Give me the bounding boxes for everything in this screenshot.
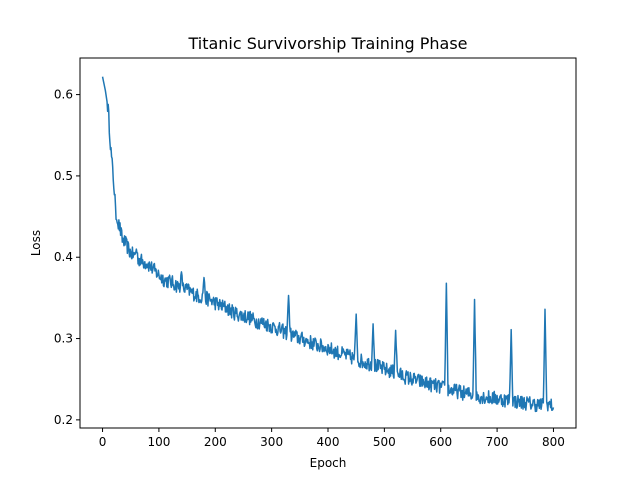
y-tick-label: 0.4 <box>54 250 73 264</box>
x-tick-label: 200 <box>204 435 227 449</box>
chart-title: Titanic Survivorship Training Phase <box>187 34 467 53</box>
y-axis-label: Loss <box>29 230 43 256</box>
loss-series-line <box>101 76 555 413</box>
x-tick-label: 0 <box>99 435 107 449</box>
series-layer <box>101 76 555 413</box>
y-tick-label: 0.2 <box>54 413 73 427</box>
y-tick-label: 0.6 <box>54 88 73 102</box>
x-tick-label: 600 <box>429 435 452 449</box>
x-tick-label: 100 <box>147 435 170 449</box>
x-tick-label: 700 <box>486 435 509 449</box>
x-tick-label: 400 <box>317 435 340 449</box>
plot-frame <box>79 57 577 429</box>
plot-area <box>79 57 577 429</box>
x-tick-label: 500 <box>373 435 396 449</box>
y-tick-label: 0.5 <box>54 169 73 183</box>
y-tick-label: 0.3 <box>54 332 73 346</box>
x-axis-label: Epoch <box>310 456 347 470</box>
x-tick-label: 300 <box>260 435 283 449</box>
x-tick-label: 800 <box>542 435 565 449</box>
ticks-layer: 0 100 200 300 400 500 600 700 800 0.2 0.3 0.4 0.5 0.6 <box>54 88 565 449</box>
